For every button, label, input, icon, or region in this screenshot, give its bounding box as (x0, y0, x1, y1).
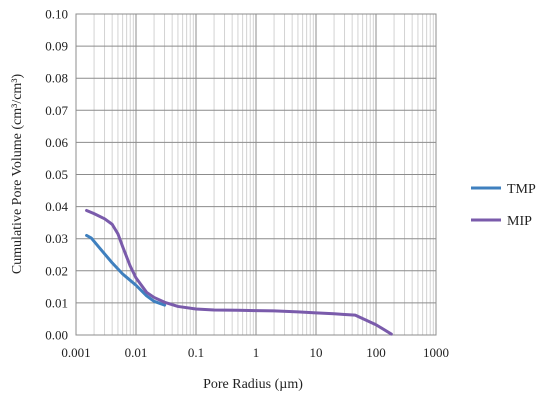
y-tick-label: 0.09 (45, 39, 68, 54)
y-tick-label: 0.03 (45, 231, 68, 246)
major-grid (75, 13, 437, 336)
x-tick-label: 100 (366, 345, 386, 360)
x-tick-label: 0.1 (188, 345, 204, 360)
x-tick-label: 0.001 (61, 345, 90, 360)
series-line-mip (85, 208, 393, 336)
x-tick-label: 1 (253, 345, 260, 360)
legend-label-mip: MIP (507, 214, 532, 229)
series-layer (85, 208, 393, 336)
y-tick-label: 0.04 (45, 199, 68, 214)
y-tick-label: 0.08 (45, 71, 68, 86)
x-tick-label: 10 (310, 345, 323, 360)
y-tick-label: 0.07 (45, 103, 68, 118)
legend: TMP MIP (471, 182, 536, 229)
y-tick-labels: 0.00 0.01 0.02 0.03 0.04 0.05 0.06 0.07 0.08 0.09… (45, 7, 68, 343)
y-tick-label: 0.01 (45, 295, 68, 310)
series-line-tmp (85, 233, 167, 307)
x-axis-title: Pore Radius (µm) (203, 377, 303, 392)
plot-frame (75, 13, 437, 336)
y-axis-title: Cumulative Pore Volume (cm³/cm³) (10, 73, 25, 274)
y-tick-label: 0.00 (45, 328, 68, 343)
legend-label-tmp: TMP (507, 182, 536, 197)
x-tick-label: 0.01 (125, 345, 148, 360)
x-tick-label: 1000 (423, 345, 449, 360)
y-tick-label: 0.02 (45, 263, 68, 278)
y-tick-label: 0.10 (45, 7, 68, 22)
x-tick-labels: 0.001 0.01 0.1 1 10 100 1000 (61, 345, 449, 360)
y-tick-label: 0.06 (45, 135, 68, 150)
y-tick-label: 0.05 (45, 167, 68, 182)
